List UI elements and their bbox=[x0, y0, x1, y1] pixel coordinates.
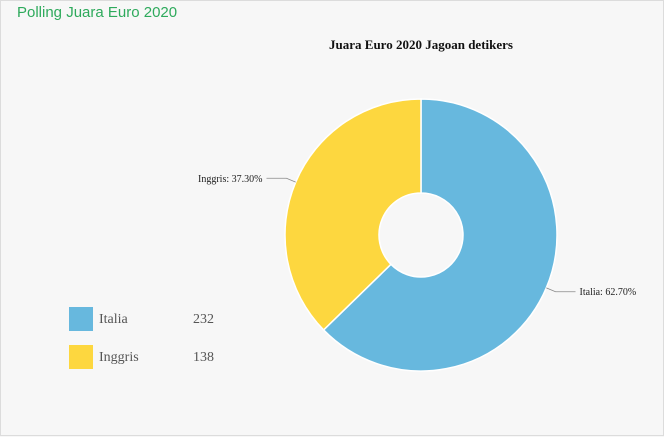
legend-swatch-italia bbox=[69, 307, 93, 331]
legend-value-italia: 232 bbox=[193, 312, 214, 327]
page-title: Polling Juara Euro 2020 bbox=[17, 4, 178, 21]
leader-line-italia bbox=[546, 287, 576, 293]
slice-inggris[interactable] bbox=[284, 98, 422, 331]
leader-line-inggris bbox=[266, 177, 296, 183]
slice-italia[interactable] bbox=[322, 98, 558, 372]
legend-swatch-inggris bbox=[69, 345, 93, 369]
legend-label-inggris: Inggris bbox=[99, 350, 139, 365]
slice-label-italia: Italia: 62.70% bbox=[580, 287, 637, 298]
chart-title: Juara Euro 2020 Jagoan detikers bbox=[329, 37, 513, 52]
legend-value-inggris: 138 bbox=[193, 350, 214, 365]
legend-label-italia: Italia bbox=[99, 312, 128, 327]
slice-label-inggris: Inggris: 37.30% bbox=[198, 174, 262, 185]
